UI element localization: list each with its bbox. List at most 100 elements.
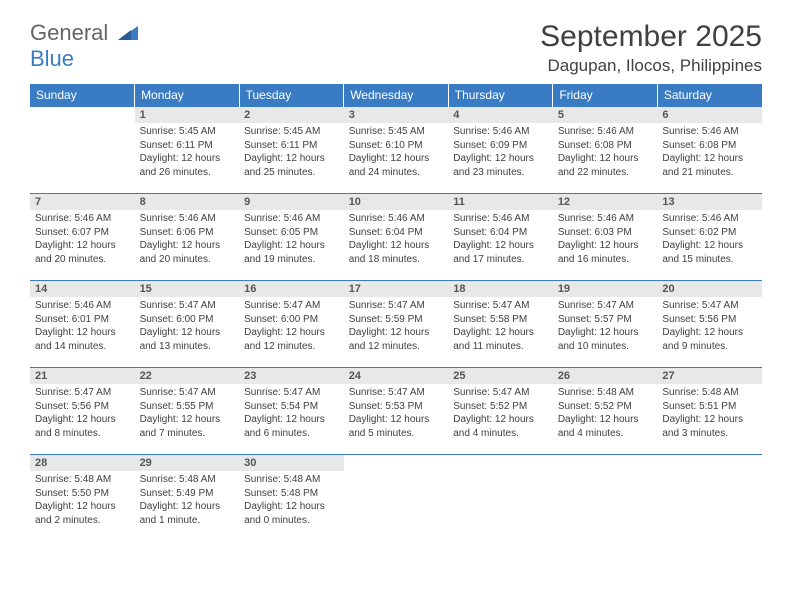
- calendar-day-cell: 11Sunrise: 5:46 AMSunset: 6:04 PMDayligh…: [448, 194, 553, 281]
- calendar-day-cell: 30Sunrise: 5:48 AMSunset: 5:48 PMDayligh…: [239, 455, 344, 542]
- header: General Blue September 2025 Dagupan, Ilo…: [30, 20, 762, 76]
- calendar-day-cell: 7Sunrise: 5:46 AMSunset: 6:07 PMDaylight…: [30, 194, 135, 281]
- day-content: Sunrise: 5:47 AMSunset: 5:58 PMDaylight:…: [448, 297, 553, 355]
- calendar-day-cell: 13Sunrise: 5:46 AMSunset: 6:02 PMDayligh…: [657, 194, 762, 281]
- day-content: Sunrise: 5:46 AMSunset: 6:09 PMDaylight:…: [448, 123, 553, 181]
- day-number: 3: [344, 107, 449, 123]
- day-content: Sunrise: 5:46 AMSunset: 6:08 PMDaylight:…: [657, 123, 762, 181]
- day-number: 15: [135, 281, 240, 297]
- day-content: Sunrise: 5:48 AMSunset: 5:49 PMDaylight:…: [135, 471, 240, 529]
- calendar-header-row: SundayMondayTuesdayWednesdayThursdayFrid…: [30, 84, 762, 107]
- weekday-header: Wednesday: [344, 84, 449, 107]
- calendar-empty-cell: [344, 455, 449, 542]
- day-number: 30: [239, 455, 344, 471]
- day-number: 4: [448, 107, 553, 123]
- day-number: 1: [135, 107, 240, 123]
- day-number: 6: [657, 107, 762, 123]
- day-number: 9: [239, 194, 344, 210]
- calendar-empty-cell: [553, 455, 658, 542]
- day-number: 10: [344, 194, 449, 210]
- day-number: 12: [553, 194, 658, 210]
- day-content: Sunrise: 5:45 AMSunset: 6:11 PMDaylight:…: [239, 123, 344, 181]
- day-number: 14: [30, 281, 135, 297]
- day-number: 2: [239, 107, 344, 123]
- calendar-day-cell: 1Sunrise: 5:45 AMSunset: 6:11 PMDaylight…: [135, 107, 240, 194]
- calendar-day-cell: 18Sunrise: 5:47 AMSunset: 5:58 PMDayligh…: [448, 281, 553, 368]
- weekday-header: Friday: [553, 84, 658, 107]
- day-content: Sunrise: 5:47 AMSunset: 5:53 PMDaylight:…: [344, 384, 449, 442]
- day-content: Sunrise: 5:48 AMSunset: 5:50 PMDaylight:…: [30, 471, 135, 529]
- day-content: Sunrise: 5:47 AMSunset: 5:56 PMDaylight:…: [30, 384, 135, 442]
- weekday-header: Monday: [135, 84, 240, 107]
- calendar-empty-cell: [448, 455, 553, 542]
- calendar-day-cell: 14Sunrise: 5:46 AMSunset: 6:01 PMDayligh…: [30, 281, 135, 368]
- day-number: 27: [657, 368, 762, 384]
- calendar-day-cell: 15Sunrise: 5:47 AMSunset: 6:00 PMDayligh…: [135, 281, 240, 368]
- calendar-day-cell: 24Sunrise: 5:47 AMSunset: 5:53 PMDayligh…: [344, 368, 449, 455]
- calendar-empty-cell: [30, 107, 135, 194]
- weekday-header: Saturday: [657, 84, 762, 107]
- calendar-day-cell: 5Sunrise: 5:46 AMSunset: 6:08 PMDaylight…: [553, 107, 658, 194]
- calendar-empty-cell: [657, 455, 762, 542]
- day-number: 24: [344, 368, 449, 384]
- day-content: Sunrise: 5:46 AMSunset: 6:01 PMDaylight:…: [30, 297, 135, 355]
- day-number: 7: [30, 194, 135, 210]
- day-number: 20: [657, 281, 762, 297]
- logo-text-blue: Blue: [30, 46, 74, 71]
- day-content: Sunrise: 5:46 AMSunset: 6:04 PMDaylight:…: [448, 210, 553, 268]
- calendar-day-cell: 27Sunrise: 5:48 AMSunset: 5:51 PMDayligh…: [657, 368, 762, 455]
- day-content: Sunrise: 5:46 AMSunset: 6:07 PMDaylight:…: [30, 210, 135, 268]
- day-content: Sunrise: 5:46 AMSunset: 6:06 PMDaylight:…: [135, 210, 240, 268]
- calendar-day-cell: 26Sunrise: 5:48 AMSunset: 5:52 PMDayligh…: [553, 368, 658, 455]
- day-content: Sunrise: 5:46 AMSunset: 6:03 PMDaylight:…: [553, 210, 658, 268]
- day-number: 5: [553, 107, 658, 123]
- calendar-day-cell: 22Sunrise: 5:47 AMSunset: 5:55 PMDayligh…: [135, 368, 240, 455]
- day-number: 29: [135, 455, 240, 471]
- calendar-day-cell: 6Sunrise: 5:46 AMSunset: 6:08 PMDaylight…: [657, 107, 762, 194]
- day-number: 25: [448, 368, 553, 384]
- day-number: 18: [448, 281, 553, 297]
- day-number: 8: [135, 194, 240, 210]
- day-content: Sunrise: 5:46 AMSunset: 6:04 PMDaylight:…: [344, 210, 449, 268]
- day-content: Sunrise: 5:46 AMSunset: 6:02 PMDaylight:…: [657, 210, 762, 268]
- calendar-day-cell: 21Sunrise: 5:47 AMSunset: 5:56 PMDayligh…: [30, 368, 135, 455]
- day-number: 28: [30, 455, 135, 471]
- calendar-day-cell: 23Sunrise: 5:47 AMSunset: 5:54 PMDayligh…: [239, 368, 344, 455]
- day-content: Sunrise: 5:45 AMSunset: 6:11 PMDaylight:…: [135, 123, 240, 181]
- calendar-day-cell: 2Sunrise: 5:45 AMSunset: 6:11 PMDaylight…: [239, 107, 344, 194]
- calendar-day-cell: 16Sunrise: 5:47 AMSunset: 6:00 PMDayligh…: [239, 281, 344, 368]
- day-number: 21: [30, 368, 135, 384]
- day-content: Sunrise: 5:47 AMSunset: 6:00 PMDaylight:…: [135, 297, 240, 355]
- day-content: Sunrise: 5:47 AMSunset: 5:57 PMDaylight:…: [553, 297, 658, 355]
- calendar-day-cell: 20Sunrise: 5:47 AMSunset: 5:56 PMDayligh…: [657, 281, 762, 368]
- day-content: Sunrise: 5:47 AMSunset: 6:00 PMDaylight:…: [239, 297, 344, 355]
- calendar-table: SundayMondayTuesdayWednesdayThursdayFrid…: [30, 84, 762, 541]
- day-number: 22: [135, 368, 240, 384]
- calendar-body: 1Sunrise: 5:45 AMSunset: 6:11 PMDaylight…: [30, 107, 762, 542]
- calendar-day-cell: 3Sunrise: 5:45 AMSunset: 6:10 PMDaylight…: [344, 107, 449, 194]
- month-title: September 2025: [540, 20, 762, 54]
- day-number: 26: [553, 368, 658, 384]
- day-content: Sunrise: 5:48 AMSunset: 5:48 PMDaylight:…: [239, 471, 344, 529]
- day-content: Sunrise: 5:46 AMSunset: 6:05 PMDaylight:…: [239, 210, 344, 268]
- calendar-day-cell: 29Sunrise: 5:48 AMSunset: 5:49 PMDayligh…: [135, 455, 240, 542]
- calendar-day-cell: 4Sunrise: 5:46 AMSunset: 6:09 PMDaylight…: [448, 107, 553, 194]
- calendar-day-cell: 17Sunrise: 5:47 AMSunset: 5:59 PMDayligh…: [344, 281, 449, 368]
- calendar-day-cell: 12Sunrise: 5:46 AMSunset: 6:03 PMDayligh…: [553, 194, 658, 281]
- day-number: 13: [657, 194, 762, 210]
- calendar-day-cell: 19Sunrise: 5:47 AMSunset: 5:57 PMDayligh…: [553, 281, 658, 368]
- calendar-day-cell: 8Sunrise: 5:46 AMSunset: 6:06 PMDaylight…: [135, 194, 240, 281]
- logo: General Blue: [30, 20, 142, 72]
- day-content: Sunrise: 5:45 AMSunset: 6:10 PMDaylight:…: [344, 123, 449, 181]
- calendar-day-cell: 28Sunrise: 5:48 AMSunset: 5:50 PMDayligh…: [30, 455, 135, 542]
- day-number: 16: [239, 281, 344, 297]
- calendar-day-cell: 25Sunrise: 5:47 AMSunset: 5:52 PMDayligh…: [448, 368, 553, 455]
- title-block: September 2025 Dagupan, Ilocos, Philippi…: [540, 20, 762, 76]
- weekday-header: Thursday: [448, 84, 553, 107]
- day-content: Sunrise: 5:47 AMSunset: 5:54 PMDaylight:…: [239, 384, 344, 442]
- day-number: 23: [239, 368, 344, 384]
- day-content: Sunrise: 5:47 AMSunset: 5:56 PMDaylight:…: [657, 297, 762, 355]
- day-content: Sunrise: 5:47 AMSunset: 5:52 PMDaylight:…: [448, 384, 553, 442]
- location-text: Dagupan, Ilocos, Philippines: [540, 56, 762, 76]
- calendar-day-cell: 9Sunrise: 5:46 AMSunset: 6:05 PMDaylight…: [239, 194, 344, 281]
